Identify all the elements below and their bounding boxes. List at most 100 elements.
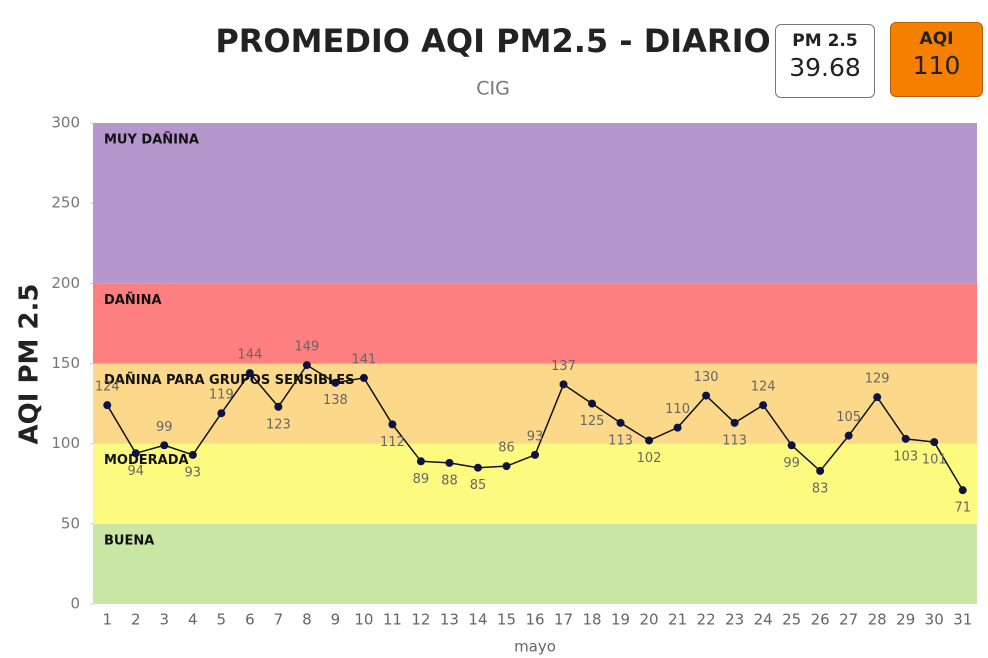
data-label: 119: [209, 388, 234, 403]
band-label: DAÑINA: [104, 292, 162, 308]
data-label: 113: [722, 433, 747, 448]
card-value: 39.68: [789, 53, 861, 82]
data-label: 138: [323, 393, 348, 408]
data-point: [445, 458, 454, 467]
x-tick-label: 21: [668, 611, 687, 629]
aqi-band: [93, 123, 977, 284]
data-point: [388, 420, 397, 429]
x-tick-label: 6: [245, 611, 255, 629]
aqi-band: [93, 283, 977, 364]
x-tick-label: 16: [525, 611, 544, 629]
band-label: BUENA: [104, 533, 154, 548]
x-tick-label: 12: [411, 611, 430, 629]
data-label: 71: [954, 501, 971, 516]
data-label: 141: [351, 352, 376, 367]
y-tick-label: 200: [51, 274, 80, 292]
data-label: 137: [551, 359, 576, 374]
y-tick-label: 50: [61, 514, 80, 532]
data-label: 149: [294, 340, 319, 355]
data-point: [331, 378, 340, 387]
band-label: DAÑINA PARA GRUPOS SENSIBLES: [104, 372, 355, 388]
data-label: 99: [783, 456, 800, 471]
data-label: 102: [637, 451, 662, 466]
x-tick-label: 14: [468, 611, 487, 629]
x-tick-label: 10: [354, 611, 373, 629]
data-label: 123: [266, 417, 291, 432]
data-point: [816, 466, 825, 475]
data-point: [588, 399, 597, 408]
data-point: [302, 361, 311, 370]
card-value: 110: [912, 51, 961, 80]
x-tick-label: 3: [160, 611, 170, 629]
x-tick-label: 13: [440, 611, 459, 629]
data-point: [160, 441, 169, 450]
data-label: 83: [812, 481, 829, 496]
data-label: 113: [608, 433, 633, 448]
card-label: AQI: [919, 29, 954, 49]
data-point: [702, 391, 711, 400]
data-label: 129: [865, 372, 890, 387]
x-tick-label: 20: [640, 611, 659, 629]
card-label: PM 2.5: [792, 31, 858, 51]
data-point: [502, 462, 511, 471]
y-tick-label: 250: [51, 194, 80, 212]
x-tick-label: 9: [331, 611, 341, 629]
y-tick-label: 150: [51, 354, 80, 372]
y-tick-label: 0: [70, 595, 80, 613]
data-label: 86: [498, 441, 515, 456]
data-point: [559, 380, 568, 389]
x-tick-label: 28: [868, 611, 887, 629]
data-label: 103: [893, 449, 918, 464]
x-tick-label: 27: [839, 611, 858, 629]
x-tick-label: 4: [188, 611, 198, 629]
x-axis-label: mayo: [514, 638, 556, 656]
data-point: [188, 450, 197, 459]
data-point: [930, 438, 939, 447]
x-tick-label: 1: [102, 611, 112, 629]
data-point: [730, 418, 739, 427]
data-point: [416, 457, 425, 466]
data-label: 110: [665, 402, 690, 417]
x-tick-label: 17: [554, 611, 573, 629]
x-tick-label: 2: [131, 611, 141, 629]
data-point: [103, 401, 112, 410]
x-tick-label: 23: [725, 611, 744, 629]
aqi-band: [93, 523, 977, 604]
x-tick-label: 24: [754, 611, 773, 629]
data-point: [645, 436, 654, 445]
data-label: 124: [751, 380, 776, 395]
data-label: 89: [413, 472, 430, 487]
x-tick-label: 15: [497, 611, 516, 629]
x-tick-label: 8: [302, 611, 312, 629]
data-point: [217, 409, 226, 418]
x-tick-label: 7: [274, 611, 284, 629]
band-label: MODERADA: [104, 453, 189, 468]
data-point: [616, 418, 625, 427]
x-tick-label: 22: [697, 611, 716, 629]
data-point: [787, 441, 796, 450]
chart-title: PROMEDIO AQI PM2.5 - DIARIO: [215, 22, 770, 60]
data-point: [531, 450, 539, 459]
data-point: [901, 434, 910, 443]
data-point: [844, 431, 853, 440]
data-point: [473, 463, 482, 472]
chart-subtitle: CIG: [476, 78, 510, 100]
data-label: 105: [836, 410, 861, 425]
data-point: [274, 402, 283, 411]
y-axis-label: AQI PM 2.5: [15, 284, 45, 445]
x-tick-label: 11: [383, 611, 402, 629]
x-tick-label: 18: [582, 611, 601, 629]
x-tick-label: 30: [925, 611, 944, 629]
data-point: [131, 449, 140, 458]
data-label: 125: [580, 414, 605, 429]
y-tick-label: 300: [51, 114, 80, 132]
data-point: [673, 423, 682, 432]
x-tick-label: 26: [811, 611, 830, 629]
data-label: 93: [527, 429, 544, 444]
x-tick-label: 31: [953, 611, 972, 629]
data-label: 144: [237, 348, 262, 363]
data-label: 93: [185, 465, 202, 480]
